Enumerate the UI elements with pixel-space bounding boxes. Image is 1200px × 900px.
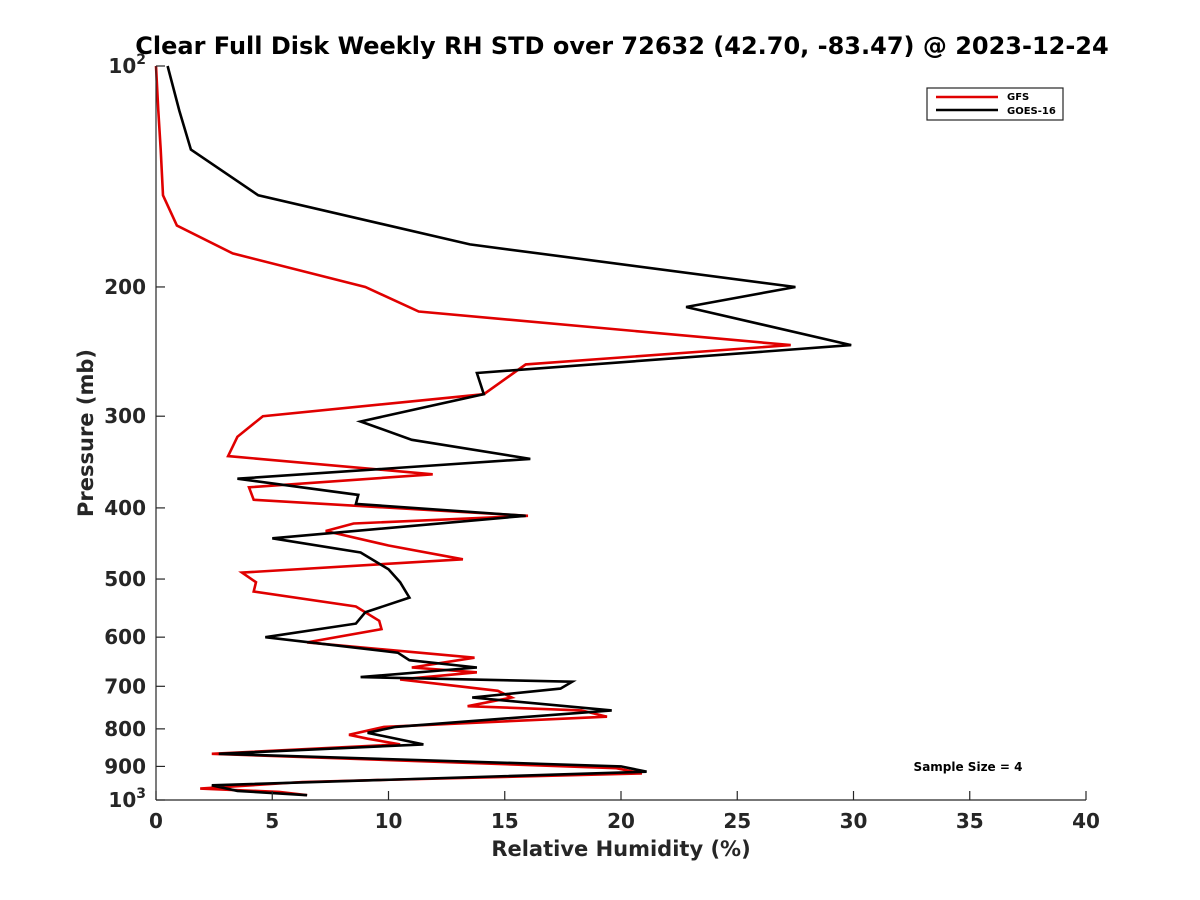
legend-label-goes16: GOES-16 bbox=[1007, 106, 1056, 117]
x-tick-label: 15 bbox=[491, 809, 519, 833]
y-tick-label: 200 bbox=[104, 275, 146, 299]
y-tick-label: 500 bbox=[104, 567, 146, 591]
x-tick-label: 25 bbox=[723, 809, 751, 833]
x-tick-label: 5 bbox=[265, 809, 279, 833]
x-axis-title: Relative Humidity (%) bbox=[491, 837, 750, 861]
x-tick-label: 35 bbox=[956, 809, 984, 833]
y-tick-label: 102 bbox=[108, 52, 146, 78]
y-tick-label: 900 bbox=[104, 754, 146, 778]
x-axis-ticks: 0 5 10 15 20 25 30 35 40 bbox=[149, 791, 1100, 833]
y-tick-label: 103 bbox=[108, 786, 146, 812]
x-tick-label: 0 bbox=[149, 809, 163, 833]
series-layer bbox=[154, 65, 852, 797]
chart-title: Clear Full Disk Weekly RH STD over 72632… bbox=[135, 32, 1108, 60]
sample-size-annotation: Sample Size = 4 bbox=[914, 760, 1023, 774]
series-line-goes16 bbox=[166, 65, 852, 797]
y-tick-label: 400 bbox=[104, 496, 146, 520]
series-line-gfs bbox=[154, 65, 791, 797]
y-axis-ticks: 102 200 300 400 500 600 700 800 900 103 bbox=[104, 52, 165, 812]
x-tick-label: 20 bbox=[607, 809, 635, 833]
y-axis-title: Pressure (mb) bbox=[74, 349, 98, 517]
legend-box bbox=[926, 87, 1064, 121]
y-tick-label: 600 bbox=[104, 625, 146, 649]
x-tick-label: 40 bbox=[1072, 809, 1100, 833]
legend: GFS GOES-16 bbox=[926, 87, 1064, 121]
y-tick-label: 300 bbox=[104, 404, 146, 428]
y-tick-label: 700 bbox=[104, 674, 146, 698]
x-tick-label: 10 bbox=[375, 809, 403, 833]
legend-label-gfs: GFS bbox=[1007, 92, 1029, 103]
y-tick-label: 800 bbox=[104, 717, 146, 741]
plot-area: 0 5 10 15 20 25 30 35 40 102 200 300 400 500 600 700 80… bbox=[104, 52, 1100, 833]
x-tick-label: 30 bbox=[840, 809, 868, 833]
